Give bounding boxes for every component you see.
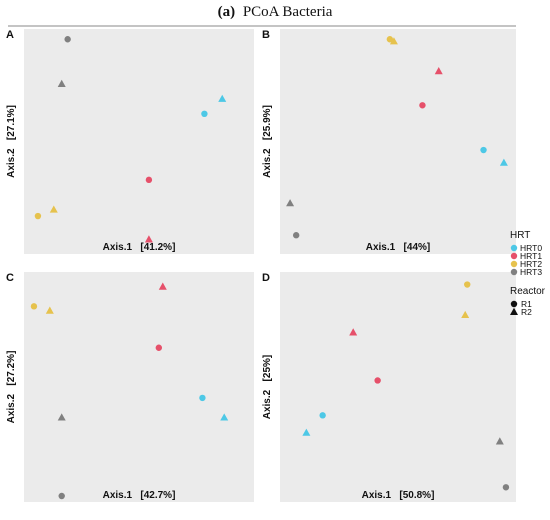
x-axis-label: Axis.1 [41.2%] [103,242,176,253]
data-point-hrt1-r1 [155,344,163,351]
legend-key-hrt1 [510,252,518,260]
x-axis-label: Axis.1 [50.8%] [362,490,435,501]
panel-c: C Axis.1 [42.7%] Axis.2 [27.2%] [6,272,254,502]
legend-key-r2 [510,307,518,315]
data-point-hrt2-r2 [389,37,398,45]
figure-title: (a) PCoA Bacteria [218,4,333,20]
data-point-hrt1-r2 [158,282,167,290]
legend-label-hrt2: HRT2 [520,259,542,269]
panel-background [280,272,516,502]
data-point-hrt0-r1 [319,412,326,419]
data-point-hrt1-r2 [349,328,358,336]
x-axis-label: Axis.1 [44%] [366,242,430,253]
data-point-hrt3-r2 [57,79,66,87]
legend-key-r1 [510,300,518,308]
data-point-hrt2-r1 [464,281,471,288]
panel-b: B Axis.1 [44%] Axis.2 [25.9%] [262,29,516,254]
data-point-hrt3-r2 [286,199,295,207]
x-axis-label: Axis.1 [42.7%] [103,490,176,501]
y-axis-label: Axis.2 [27.2%] [6,351,17,424]
panel-a: A Axis.1 [41.2%] Axis.2 [27.1%] [6,29,254,254]
legend-label-hrt0: HRT0 [520,243,542,253]
legend-hrt-title: HRT [510,230,530,241]
data-point-hrt1-r2 [144,235,153,243]
panel-background [24,29,254,254]
data-point-hrt0-r2 [499,158,508,166]
legend-key-hrt3 [510,268,518,276]
data-point-hrt0-r2 [220,413,229,421]
data-point-hrt0-r1 [201,110,208,118]
figure-title-text: PCoA Bacteria [243,4,333,20]
data-point-hrt2-r1 [34,212,42,220]
panel-letter: D [262,272,270,284]
data-point-hrt2-r1 [386,36,394,43]
panel-background [24,272,254,502]
data-point-hrt0-r1 [199,394,206,402]
figure-title-group: (a) PCoA Bacteria [8,4,516,27]
panel-letter: A [6,29,14,41]
data-point-hrt3-r1 [58,492,65,500]
y-axis-label: Axis.2 [25%] [262,355,273,419]
data-point-hrt3-r2 [57,413,66,421]
figure-title-prefix: (a) [218,4,236,20]
legend-label-hrt3: HRT3 [520,267,542,277]
data-point-hrt3-r1 [502,484,510,491]
panel-d: D Axis.1 [50.8%] Axis.2 [25%] [262,272,516,502]
data-point-hrt1-r1 [374,377,381,384]
data-point-hrt2-r2 [461,310,470,319]
data-point-hrt1-r2 [434,67,443,75]
y-axis-label: Axis.2 [25.9%] [262,105,273,178]
y-axis-label: Axis.2 [27.1%] [6,105,17,178]
legend-key-hrt0 [510,244,518,252]
data-point-hrt1-r1 [419,102,426,109]
data-point-hrt0-r2 [218,94,227,102]
data-point-hrt0-r2 [302,428,311,436]
panel-background [280,29,516,254]
data-point-hrt2-r2 [49,205,58,213]
legend-reactor-title: Reactor [510,286,546,297]
data-point-hrt2-r1 [30,303,38,310]
panels-group: A Axis.1 [41.2%] Axis.2 [27.1%] B Axis.1 [44… [6,29,516,502]
legend-key-hrt2 [510,260,518,268]
data-point-hrt1-r1 [145,176,153,184]
data-point-hrt3-r1 [64,36,71,43]
data-point-hrt0-r1 [480,146,487,154]
data-point-hrt3-r1 [292,232,300,239]
legend-label-r1: R1 [521,299,532,309]
data-point-hrt2-r2 [45,306,54,314]
legend-label-r2: R2 [521,307,532,317]
panel-letter: C [6,272,14,284]
legend-label-hrt1: HRT1 [520,251,542,261]
data-point-hrt3-r2 [495,437,504,445]
panel-letter: B [262,29,270,41]
